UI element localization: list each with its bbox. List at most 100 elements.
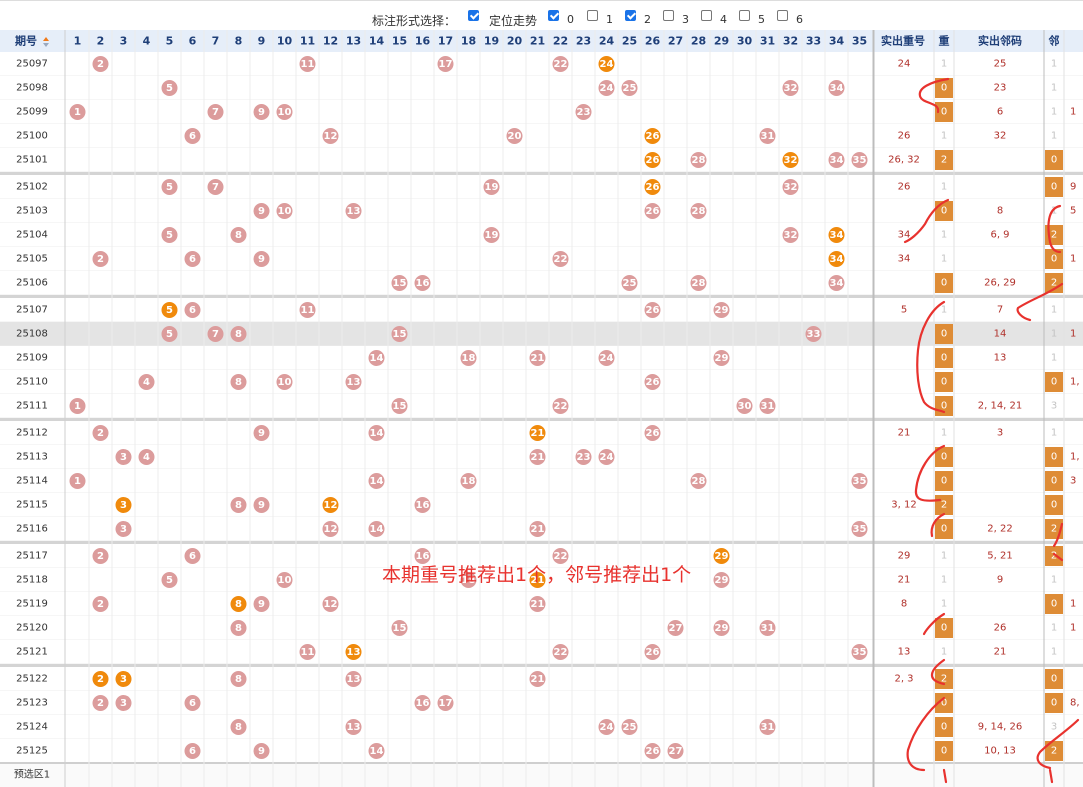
adjacent-count: 1	[1051, 107, 1057, 118]
number-ball-label: 2	[97, 428, 104, 439]
repeat-count: 0	[941, 476, 947, 487]
number-ball	[115, 521, 132, 537]
number-ball	[644, 743, 661, 759]
number-ball-label: 9	[258, 500, 265, 511]
number-ball	[644, 179, 661, 195]
number-ball	[437, 695, 454, 711]
table-row[interactable]	[0, 493, 1083, 517]
column-header-period: 期号	[15, 34, 37, 48]
number-ball-label: 14	[370, 353, 384, 364]
number-ball	[345, 644, 362, 660]
checkbox-4[interactable]	[701, 10, 712, 21]
number-ball-label: 6	[189, 254, 196, 265]
repeat-value: 2, 3	[894, 674, 913, 685]
table-row[interactable]	[0, 199, 1083, 223]
number-ball	[598, 80, 615, 96]
number-ball-label: 29	[715, 551, 729, 562]
column-header-number: 31	[760, 35, 775, 48]
column-header-number: 15	[392, 35, 407, 48]
number-ball-label: 35	[853, 647, 867, 658]
sort-arrows-icon-down[interactable]	[43, 43, 49, 47]
adjacent-overflow: 1	[1070, 599, 1076, 610]
preselect-label: 预选区1	[14, 768, 50, 781]
annotation-toolbar: 标注形式选择： 定位走势 0 1 2 3 4 5 6	[0, 0, 1083, 31]
table-row[interactable]	[0, 640, 1083, 664]
number-ball-label: 5	[166, 575, 173, 586]
number-ball-label: 12	[324, 599, 338, 610]
column-header-number: 29	[714, 35, 729, 48]
period-cell: 25097	[16, 59, 48, 70]
number-ball-label: 9	[258, 107, 265, 118]
table-row[interactable]	[0, 100, 1083, 124]
table-row[interactable]	[0, 247, 1083, 271]
adjacent-overflow: 5	[1070, 206, 1076, 217]
repeat-value: 3, 12	[891, 500, 916, 511]
number-ball-label: 19	[485, 182, 499, 193]
table-row[interactable]	[0, 739, 1083, 763]
number-ball	[644, 152, 661, 168]
adjacent-overflow: 1	[1070, 623, 1076, 634]
checkbox-1[interactable]	[587, 10, 598, 21]
repeat-count: 0	[941, 377, 947, 388]
adjacent-count: 1	[1051, 83, 1057, 94]
period-cell: 25106	[16, 278, 48, 289]
number-ball-label: 15	[393, 329, 407, 340]
adjacent-count-box	[1045, 693, 1063, 713]
number-ball-label: 22	[554, 59, 568, 70]
number-ball-label: 3	[120, 500, 127, 511]
table-row[interactable]	[0, 370, 1083, 394]
table-row[interactable]	[0, 124, 1083, 148]
number-ball	[828, 227, 845, 243]
repeat-count: 0	[941, 722, 947, 733]
number-ball	[644, 644, 661, 660]
column-header-number: 35	[852, 35, 867, 48]
trend-table: 期号 1 2 3 4 5 6 7 8 9 10 11 12 13 14 15 16 17 18 19 20 21 22 23 2…	[0, 30, 1083, 787]
number-ball	[253, 743, 270, 759]
checkbox-2[interactable]	[625, 10, 636, 21]
number-ball-label: 26	[646, 206, 660, 217]
number-ball-label: 7	[212, 107, 219, 118]
checkbox-6[interactable]	[777, 10, 788, 21]
table-row[interactable]	[0, 394, 1083, 418]
table-row[interactable]	[0, 691, 1083, 715]
sort-arrows-icon[interactable]	[43, 37, 49, 41]
number-ball-label: 1	[74, 401, 81, 412]
column-header-number: 20	[507, 35, 523, 48]
number-ball	[713, 350, 730, 366]
table-row[interactable]	[0, 271, 1083, 295]
number-ball	[115, 695, 132, 711]
table-row[interactable]	[0, 52, 1083, 76]
table-row[interactable]	[0, 616, 1083, 640]
period-cell: 25113	[16, 452, 48, 463]
adjacent-count-box	[1045, 495, 1063, 515]
number-ball-label: 29	[715, 575, 729, 586]
repeat-count: 1	[941, 647, 947, 658]
repeat-count: 1	[941, 551, 947, 562]
adjacent-count: 1	[1051, 59, 1057, 70]
number-ball-label: 26	[646, 131, 660, 142]
period-cell: 25121	[16, 647, 48, 658]
period-cell: 25103	[16, 206, 48, 217]
number-ball-label: 34	[830, 155, 844, 166]
number-ball	[276, 374, 293, 390]
checkbox-3[interactable]	[663, 10, 674, 21]
number-ball-label: 24	[600, 353, 614, 364]
number-ball-label: 8	[235, 722, 242, 733]
checkbox-5[interactable]	[739, 10, 750, 21]
trend-grid-svg: 期号 1 2 3 4 5 6 7 8 9 10 11 12 13 14 15 16 17 18 19 20 21 22 23 2…	[0, 30, 1083, 787]
repeat-value: 5	[901, 305, 907, 316]
preselect-row[interactable]	[0, 763, 1083, 787]
checkbox-0[interactable]	[548, 10, 559, 21]
number-ball	[138, 449, 155, 465]
checkbox-trend[interactable]	[468, 10, 479, 21]
number-ball-label: 5	[166, 182, 173, 193]
table-row[interactable]	[0, 469, 1083, 493]
table-row[interactable]	[0, 148, 1083, 172]
table-row[interactable]	[0, 715, 1083, 739]
number-ball	[414, 275, 431, 291]
number-ball	[253, 203, 270, 219]
repeat-count: 1	[941, 305, 947, 316]
number-ball-label: 8	[235, 623, 242, 634]
number-ball	[782, 179, 799, 195]
column-header-number: 26	[645, 35, 661, 48]
